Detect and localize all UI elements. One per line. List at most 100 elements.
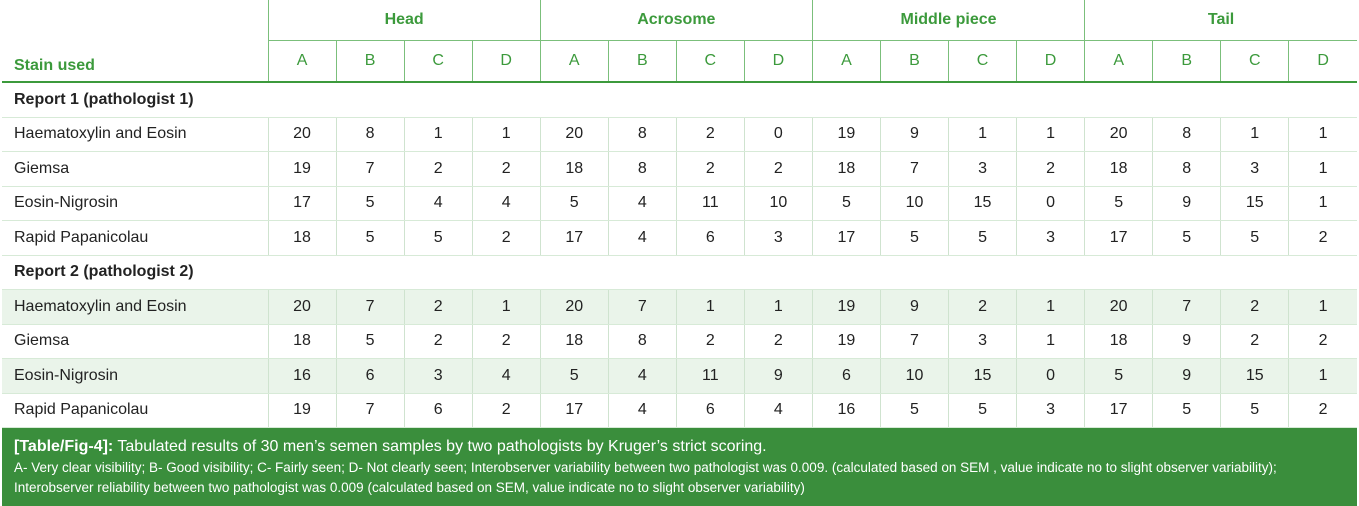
subcolumn-header: A: [539, 40, 609, 83]
value-cell: 6: [335, 358, 405, 394]
value-cell: 9: [1152, 186, 1221, 221]
value-cell: 0: [743, 117, 813, 152]
value-cell: 17: [539, 220, 609, 256]
value-cell: 2: [675, 117, 745, 152]
caption-note: A- Very clear visibility; B- Good visibi…: [14, 460, 1277, 495]
value-cell: 4: [607, 358, 677, 394]
value-cell: 8: [607, 324, 677, 359]
value-cell: 2: [403, 324, 473, 359]
value-cell: 9: [879, 117, 949, 152]
value-cell: 1: [1288, 186, 1357, 221]
stain-name-cell: Giemsa: [2, 324, 269, 359]
value-cell: 18: [539, 324, 609, 359]
value-cell: 1: [1016, 324, 1085, 359]
value-cell: 5: [1220, 220, 1289, 256]
stain-name-cell: Rapid Papanicolau: [2, 220, 269, 256]
value-cell: 20: [267, 289, 337, 325]
subcolumn-header: B: [335, 40, 405, 83]
value-cell: 5: [335, 186, 405, 221]
value-cell: 1: [1288, 151, 1357, 187]
value-cell: 20: [1084, 289, 1153, 325]
value-cell: 9: [743, 358, 813, 394]
value-cell: 16: [811, 393, 881, 428]
value-cell: 2: [1220, 289, 1289, 325]
value-cell: 11: [675, 186, 745, 221]
value-cell: 2: [675, 324, 745, 359]
subcolumn-header: B: [1152, 40, 1221, 83]
table-row: Haematoxylin and Eosin 20 7 2 1 20 7 1 1 19 9 2 1 20 7…: [2, 289, 1357, 325]
value-cell: 5: [1152, 220, 1221, 256]
value-cell: 17: [1084, 220, 1153, 256]
subcolumn-header: C: [947, 40, 1017, 83]
value-cell: 3: [1220, 151, 1289, 187]
value-cell: 8: [1152, 151, 1221, 187]
value-cell: 16: [267, 358, 337, 394]
value-cell: 17: [1084, 393, 1153, 428]
value-cell: 4: [743, 393, 813, 428]
value-cell: 4: [471, 186, 541, 221]
stain-name-cell: Eosin-Nigrosin: [2, 186, 269, 221]
value-cell: 7: [1152, 289, 1221, 325]
value-cell: 0: [1016, 186, 1085, 221]
value-cell: 1: [1288, 358, 1357, 394]
value-cell: 18: [1084, 151, 1153, 187]
value-cell: 20: [267, 117, 337, 152]
value-cell: 2: [1288, 324, 1357, 359]
value-cell: 17: [267, 186, 337, 221]
value-cell: 8: [1152, 117, 1221, 152]
value-cell: 8: [335, 117, 405, 152]
value-cell: 7: [335, 393, 405, 428]
subcolumn-header: D: [471, 40, 541, 83]
section-title: Report 2 (pathologist 2): [2, 255, 1357, 290]
value-cell: 5: [539, 186, 609, 221]
subcolumn-header: C: [1220, 40, 1289, 83]
group-header-head: Head: [267, 0, 541, 41]
value-cell: 7: [879, 151, 949, 187]
value-cell: 2: [403, 289, 473, 325]
subcolumn-header: C: [675, 40, 745, 83]
value-cell: 3: [403, 358, 473, 394]
value-cell: 17: [539, 393, 609, 428]
section-row: Report 2 (pathologist 2): [2, 255, 1357, 290]
value-cell: 1: [403, 117, 473, 152]
value-cell: 7: [607, 289, 677, 325]
table-row: Giemsa 19 7 2 2 18 8 2 2 18 7 3 2 18 8 3 1: [2, 151, 1357, 187]
value-cell: 18: [267, 324, 337, 359]
value-cell: 1: [471, 117, 541, 152]
value-cell: 2: [1288, 220, 1357, 256]
stain-used-header: Stain used: [2, 40, 269, 83]
value-cell: 3: [947, 324, 1017, 359]
subcolumn-header: C: [403, 40, 473, 83]
value-cell: 3: [743, 220, 813, 256]
value-cell: 5: [403, 220, 473, 256]
value-cell: 1: [743, 289, 813, 325]
group-header-acrosome: Acrosome: [539, 0, 813, 41]
group-header-middle-piece: Middle piece: [811, 0, 1085, 41]
value-cell: 5: [1084, 358, 1153, 394]
value-cell: 1: [1288, 289, 1357, 325]
stain-name-cell: Haematoxylin and Eosin: [2, 117, 269, 152]
value-cell: 20: [539, 289, 609, 325]
value-cell: 6: [675, 220, 745, 256]
value-cell: 2: [403, 151, 473, 187]
value-cell: 4: [403, 186, 473, 221]
results-table: Head Acrosome Middle piece Tail Stain us…: [2, 0, 1357, 428]
value-cell: 2: [1220, 324, 1289, 359]
value-cell: 19: [267, 151, 337, 187]
value-cell: 2: [471, 393, 541, 428]
value-cell: 10: [879, 358, 949, 394]
group-header-row: Head Acrosome Middle piece Tail: [2, 0, 1357, 41]
value-cell: 2: [743, 324, 813, 359]
value-cell: 2: [947, 289, 1017, 325]
value-cell: 19: [811, 289, 881, 325]
table-header: Head Acrosome Middle piece Tail Stain us…: [2, 0, 1357, 83]
subcolumn-header: D: [743, 40, 813, 83]
value-cell: 19: [811, 324, 881, 359]
table-row: Haematoxylin and Eosin 20 8 1 1 20 8 2 0 19 9 1 1 20 8…: [2, 117, 1357, 152]
caption-ref: [Table/Fig-4]:: [14, 438, 114, 455]
value-cell: 20: [1084, 117, 1153, 152]
value-cell: 9: [1152, 324, 1221, 359]
value-cell: 5: [335, 220, 405, 256]
